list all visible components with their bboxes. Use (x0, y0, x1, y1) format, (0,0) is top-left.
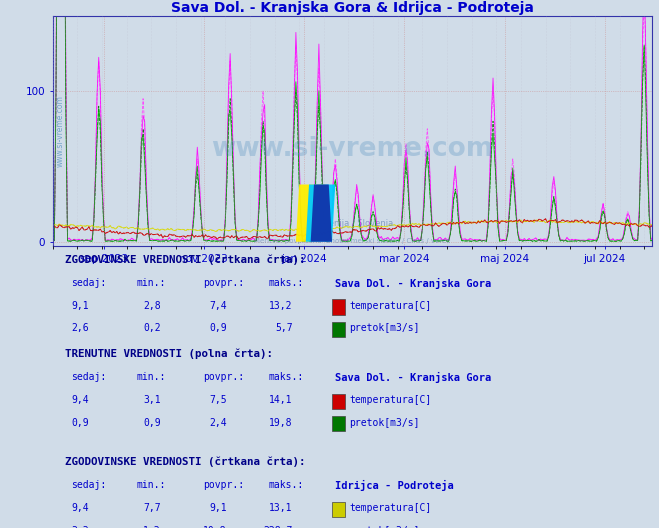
Text: 0,2: 0,2 (143, 323, 161, 333)
Text: 2,4: 2,4 (209, 418, 227, 428)
Text: TRENUTNE VREDNOSTI (polna črta):: TRENUTNE VREDNOSTI (polna črta): (65, 349, 273, 360)
Text: maks.:: maks.: (269, 278, 304, 288)
Polygon shape (310, 184, 332, 242)
Text: temperatura[C]: temperatura[C] (349, 301, 432, 310)
Text: 0,9: 0,9 (143, 418, 161, 428)
Text: 3,3: 3,3 (71, 526, 89, 528)
Text: www.si-vreme.com: www.si-vreme.com (212, 136, 494, 163)
Text: 9,4: 9,4 (71, 395, 89, 405)
Text: sedaj:: sedaj: (71, 278, 106, 288)
Text: maks.:: maks.: (269, 372, 304, 382)
Text: povpr.:: povpr.: (203, 480, 244, 491)
Text: min.:: min.: (136, 372, 166, 382)
Text: maks.:: maks.: (269, 480, 304, 491)
Text: ZGODOVINSKE VREDNOSTI (črtkana črta):: ZGODOVINSKE VREDNOSTI (črtkana črta): (65, 254, 305, 265)
Text: 228,7: 228,7 (263, 526, 293, 528)
Text: 2,6: 2,6 (71, 323, 89, 333)
Text: pretok[m3/s]: pretok[m3/s] (349, 526, 420, 528)
Text: sedaj:: sedaj: (71, 372, 106, 382)
Text: temperatura[C]: temperatura[C] (349, 395, 432, 405)
Bar (331, 524, 345, 528)
Text: Slovenija / Slovenia: Slovenija / Slovenia (312, 219, 393, 228)
Text: 0,9: 0,9 (71, 418, 89, 428)
Text: 5,7: 5,7 (275, 323, 293, 333)
Text: ZGODOVINSKE VREDNOSTI (črtkana črta):: ZGODOVINSKE VREDNOSTI (črtkana črta): (65, 457, 305, 467)
Text: 14,1: 14,1 (269, 395, 293, 405)
Text: 9,1: 9,1 (209, 503, 227, 513)
Text: sedaj:: sedaj: (71, 480, 106, 491)
Text: 1,3: 1,3 (143, 526, 161, 528)
Text: min.:: min.: (136, 278, 166, 288)
Text: povpr.:: povpr.: (203, 278, 244, 288)
Text: 0,9: 0,9 (209, 323, 227, 333)
Text: 13,1: 13,1 (269, 503, 293, 513)
Bar (331, 416, 345, 431)
Text: pretok[m3/s]: pretok[m3/s] (349, 323, 420, 333)
Text: 19,8: 19,8 (269, 418, 293, 428)
Bar (331, 502, 345, 517)
Text: Sava Dol. - Kranjska Gora: Sava Dol. - Kranjska Gora (335, 372, 491, 383)
Bar (331, 393, 345, 409)
Title: Sava Dol. - Kranjska Gora & Idrijca - Podroteja: Sava Dol. - Kranjska Gora & Idrijca - Po… (171, 1, 534, 15)
Text: Sava Dol. - Kranjska Gora: Sava Dol. - Kranjska Gora (335, 278, 491, 289)
Bar (331, 299, 345, 315)
Text: min.:: min.: (136, 480, 166, 491)
Text: pretok[m3/s]: pretok[m3/s] (349, 418, 420, 428)
Text: Idrijca - Podroteja: Idrijca - Podroteja (335, 480, 453, 492)
Text: 10,8: 10,8 (203, 526, 227, 528)
Text: povpr.:: povpr.: (203, 372, 244, 382)
Text: 13,2: 13,2 (269, 301, 293, 310)
Text: 9,1: 9,1 (71, 301, 89, 310)
Polygon shape (296, 184, 326, 242)
Text: 2,8: 2,8 (143, 301, 161, 310)
Text: temperatura[C]: temperatura[C] (349, 503, 432, 513)
Text: 9,4: 9,4 (71, 503, 89, 513)
Text: www.si-vreme.com: www.si-vreme.com (55, 95, 65, 167)
Text: Meritve: povprečne  Enotni merski sistem / Ciras / vvree: Meritve: povprečne Enotni merski sistem … (254, 237, 451, 244)
Text: 7,4: 7,4 (209, 301, 227, 310)
Bar (331, 322, 345, 337)
Polygon shape (306, 184, 335, 242)
Text: 7,5: 7,5 (209, 395, 227, 405)
Text: 7,7: 7,7 (143, 503, 161, 513)
Text: 3,1: 3,1 (143, 395, 161, 405)
